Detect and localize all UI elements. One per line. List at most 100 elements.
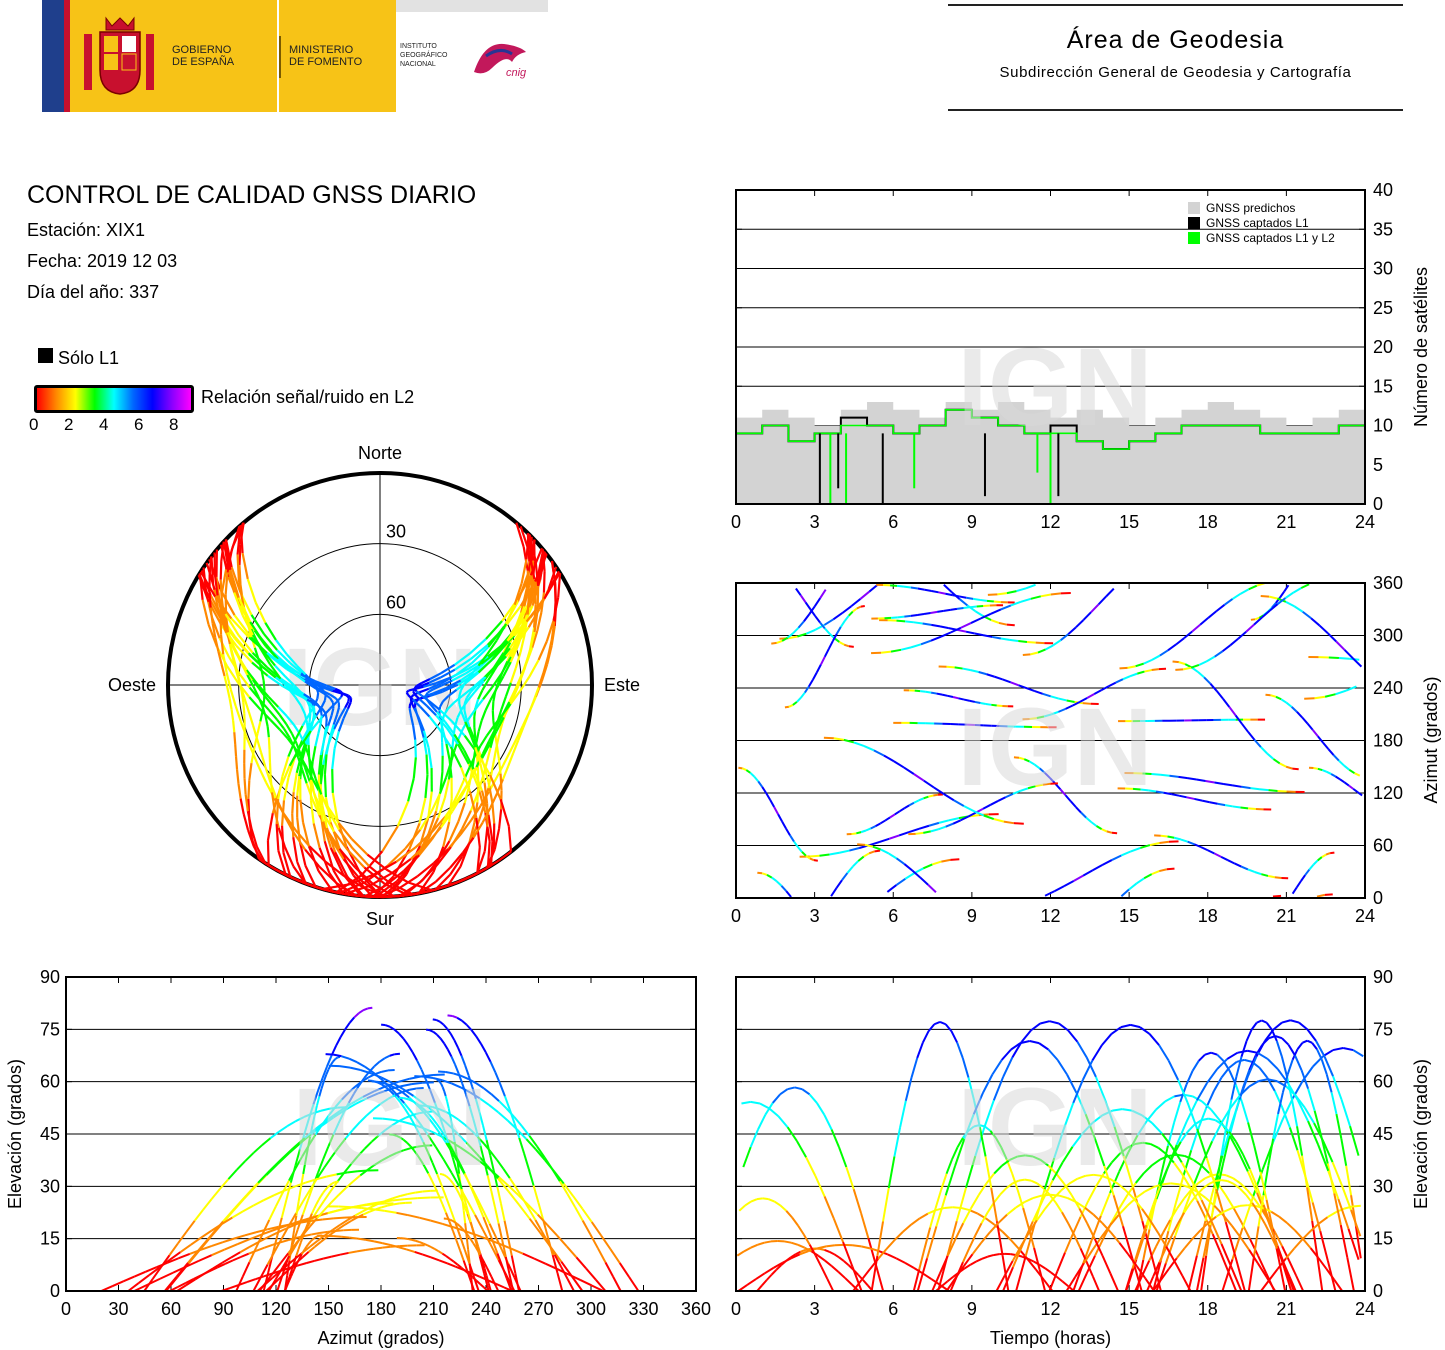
skyplot-track-segment bbox=[266, 726, 270, 738]
azimut-track-segment bbox=[1044, 890, 1056, 897]
skyplot-track-segment bbox=[219, 579, 223, 598]
elev-az-track-segment bbox=[331, 1253, 341, 1258]
skyplot-track-segment bbox=[257, 766, 268, 783]
skyplot-track-segment bbox=[436, 840, 451, 862]
elev-az-track-segment bbox=[312, 1090, 319, 1105]
elev-az-track-segment bbox=[344, 1022, 351, 1030]
skyplot-track-segment bbox=[468, 766, 478, 782]
elev-az-track-segment bbox=[333, 1180, 337, 1184]
elev_time-ytick-15: 15 bbox=[1373, 1229, 1393, 1249]
azimut-track-segment bbox=[927, 884, 937, 894]
skyplot-track-segment bbox=[493, 828, 501, 850]
azimut-track-segment bbox=[1097, 595, 1107, 605]
azimut-track-segment bbox=[829, 851, 840, 856]
elev-az-track-segment bbox=[337, 1187, 347, 1196]
elev-az-track-segment bbox=[198, 1254, 213, 1262]
azimut-track-segment bbox=[749, 772, 755, 778]
azimut-track-segment bbox=[1209, 683, 1218, 692]
skyplot-track-segment bbox=[278, 714, 288, 725]
skyplot-track-segment bbox=[237, 581, 245, 608]
elev-az-track-segment bbox=[454, 1153, 461, 1165]
skyplot-track-segment bbox=[208, 556, 213, 575]
elev-az-track-segment bbox=[462, 1210, 467, 1224]
azimut-track-segment bbox=[1079, 697, 1088, 703]
azimut-track-segment bbox=[1232, 592, 1242, 600]
skyplot-track-segment bbox=[266, 812, 274, 841]
elev-az-track-segment bbox=[347, 1093, 355, 1104]
skyplot-track-segment bbox=[268, 762, 272, 777]
azimut-track-segment bbox=[1045, 644, 1054, 651]
elev-az-track-segment bbox=[376, 1081, 383, 1086]
elev-az-track-segment bbox=[482, 1125, 488, 1141]
elev-az-track-segment bbox=[404, 1108, 411, 1117]
azimut-track-segment bbox=[931, 590, 939, 594]
azimut-track-segment bbox=[1006, 623, 1015, 627]
azimut-track-segment bbox=[997, 592, 1008, 596]
elev-az-track-segment bbox=[361, 1076, 369, 1083]
azimut-track-segment bbox=[1190, 664, 1200, 669]
elev_time-xtick-24: 24 bbox=[1355, 1299, 1375, 1319]
azimut-track-segment bbox=[1321, 853, 1327, 858]
azimut-track-segment bbox=[1304, 868, 1311, 876]
elev-az-track-segment bbox=[393, 1028, 400, 1035]
elev-az-track-segment bbox=[489, 1154, 495, 1172]
skyplot-track-segment bbox=[460, 711, 467, 723]
skyplot-track-segment bbox=[343, 892, 364, 898]
elev-az-track-segment bbox=[480, 1043, 487, 1053]
elev_time-xtick-21: 21 bbox=[1276, 1299, 1296, 1319]
skyplot-track-segment bbox=[417, 871, 435, 895]
skyplot-track-segment bbox=[331, 769, 334, 793]
elev-az-track-segment bbox=[444, 1212, 451, 1223]
elev-az-track-segment bbox=[585, 1267, 597, 1281]
azimut-track-segment bbox=[879, 819, 886, 825]
azimut-track-segment bbox=[1268, 789, 1278, 792]
elev-az-track-segment bbox=[337, 1137, 347, 1149]
elev-time-track-segment bbox=[1170, 1182, 1180, 1186]
elev-az-track-segment bbox=[244, 1231, 257, 1237]
elev-az-track-segment bbox=[445, 1255, 451, 1260]
azimut-track-segment bbox=[1300, 583, 1310, 589]
skyplot-track-segment bbox=[499, 798, 510, 827]
skyplot-track-segment bbox=[468, 755, 476, 768]
azimut-track-segment bbox=[813, 597, 822, 607]
sat_count-xtick-9: 9 bbox=[967, 512, 977, 532]
skyplot-track-segment bbox=[414, 685, 424, 691]
skyplot-track-segment bbox=[501, 765, 510, 780]
azimut-track-segment bbox=[1042, 782, 1051, 786]
skyplot-track-segment bbox=[419, 687, 430, 694]
skyplot-track-segment bbox=[463, 710, 468, 719]
skyplot-track-segment bbox=[522, 652, 531, 672]
azimut-track-segment bbox=[960, 815, 969, 822]
elev-az-track-segment bbox=[341, 1092, 350, 1101]
azimut-track-segment bbox=[773, 806, 779, 815]
azimut-track-segment bbox=[1092, 864, 1103, 872]
elev-az-track-segment bbox=[411, 1238, 417, 1242]
elev-az-track-segment bbox=[452, 1132, 456, 1142]
elev-az-track-segment bbox=[394, 1095, 402, 1103]
skyplot-track-segment bbox=[496, 635, 515, 653]
skyplot-track-segment bbox=[283, 813, 297, 832]
azimut-track-segment bbox=[1187, 840, 1195, 846]
skyplot-track-segment bbox=[342, 858, 363, 882]
elev-az-track-segment bbox=[366, 1201, 380, 1206]
azimut-track-segment bbox=[941, 693, 948, 697]
elev-az-track-segment bbox=[439, 1132, 448, 1144]
azimut-track-segment bbox=[1354, 772, 1361, 777]
skyplot-track-segment bbox=[296, 776, 301, 796]
skyplot-track-segment bbox=[502, 661, 512, 677]
elev-az-track-segment bbox=[430, 1246, 436, 1250]
skyplot-track-segment bbox=[516, 574, 532, 601]
azimut-track-segment bbox=[1318, 624, 1329, 634]
elev-az-track-segment bbox=[492, 1170, 499, 1188]
skyplot-track-segment bbox=[446, 865, 462, 887]
skyplot-track-segment bbox=[219, 614, 223, 635]
azimut-track-segment bbox=[966, 604, 976, 613]
azimut-track-segment bbox=[1272, 758, 1281, 765]
skyplot-track-segment bbox=[474, 746, 482, 765]
elev-az-track-segment bbox=[373, 1061, 381, 1068]
azimut-track-segment bbox=[1082, 611, 1092, 621]
elev-az-track-segment bbox=[507, 1119, 518, 1131]
skyplot-track-segment bbox=[238, 544, 242, 566]
azimut-track-segment bbox=[1058, 697, 1067, 702]
elev_azimut-xtick-210: 210 bbox=[418, 1299, 448, 1319]
